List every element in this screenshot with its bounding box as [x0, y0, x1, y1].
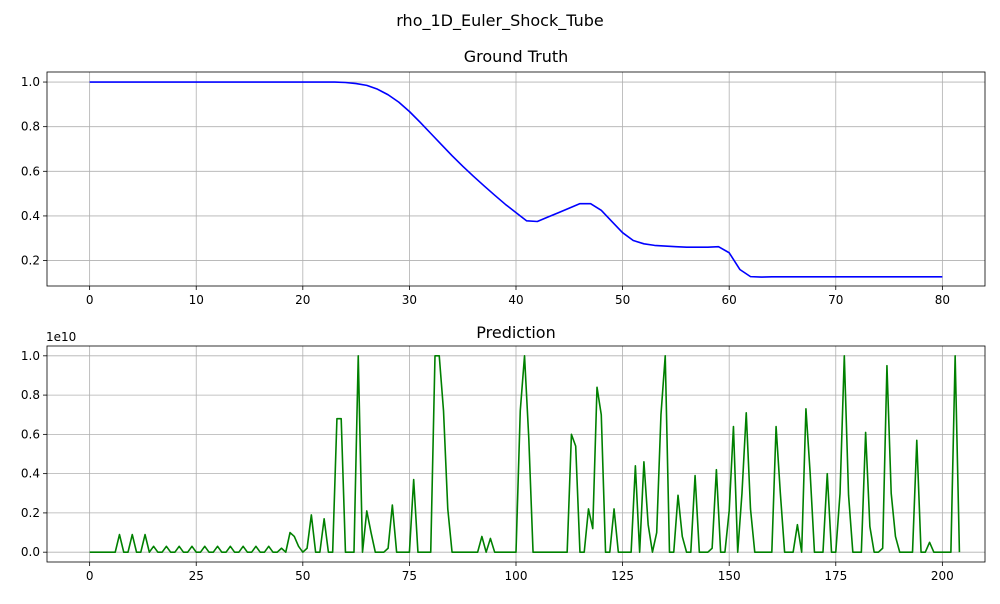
ground-truth-x-tick-label: 10: [189, 293, 204, 307]
prediction-x-tick-label: 150: [718, 569, 741, 583]
prediction-y-tick-label: 0.2: [21, 506, 40, 520]
prediction-y-tick-label: 0.4: [21, 467, 40, 481]
ground-truth-y-tick-label: 0.4: [21, 209, 40, 223]
prediction-series-line: [89, 355, 961, 553]
prediction-y-tick-label: 0.8: [21, 388, 40, 402]
ground-truth-x-tick-label: 40: [508, 293, 523, 307]
prediction-x-tick-label: 175: [824, 569, 847, 583]
ground-truth-series: [89, 81, 943, 278]
ground-truth-title: Ground Truth: [464, 47, 569, 66]
ground-truth-frame: [46, 71, 986, 287]
prediction-x-tick-label: 50: [295, 569, 310, 583]
prediction-x-tick-label: 75: [402, 569, 417, 583]
ground-truth-y-tick-label: 0.6: [21, 164, 40, 178]
prediction-x-tick-label: 100: [505, 569, 528, 583]
prediction-title: Prediction: [476, 323, 555, 342]
ground-truth-y-tick-label: 0.8: [21, 120, 40, 134]
ground-truth-y-tick-label: 1.0: [21, 75, 40, 89]
prediction-x-tick-label: 25: [189, 569, 204, 583]
ground-truth-x-tick-label: 0: [86, 293, 94, 307]
prediction-ticks: 0 25 50 75 100 125 150 175 200 0.0 0.2 0.4 0.6 0.8 1.0: [21, 349, 954, 583]
prediction-x-tick-label: 0: [86, 569, 94, 583]
prediction-axes: Prediction 1e10 0 25 50 75 100 125 150 175 200 0.…: [21, 323, 986, 583]
prediction-y-tick-label: 1.0: [21, 349, 40, 363]
prediction-x-tick-label: 125: [611, 569, 634, 583]
ground-truth-x-tick-label: 60: [722, 293, 737, 307]
prediction-series: [89, 355, 961, 553]
prediction-x-tick-label: 200: [931, 569, 954, 583]
ground-truth-x-tick-label: 20: [295, 293, 310, 307]
ground-truth-series-line: [89, 81, 943, 278]
ground-truth-x-tick-label: 50: [615, 293, 630, 307]
ground-truth-ticks: 0 10 20 30 40 50 60 70 80 0.2 0.4 0.6 0.8 1.0: [21, 75, 950, 307]
prediction-y-offset-label: 1e10: [46, 330, 76, 344]
ground-truth-grid: [47, 72, 985, 286]
ground-truth-x-tick-label: 30: [402, 293, 417, 307]
figure-suptitle: rho_1D_Euler_Shock_Tube: [396, 11, 603, 31]
prediction-y-tick-label: 0.6: [21, 427, 40, 441]
prediction-frame: [46, 345, 986, 563]
ground-truth-x-tick-label: 80: [935, 293, 950, 307]
prediction-y-tick-label: 0.0: [21, 545, 40, 559]
ground-truth-y-tick-label: 0.2: [21, 254, 40, 268]
ground-truth-x-tick-label: 70: [828, 293, 843, 307]
ground-truth-axes: Ground Truth 0 10 20 30 40 50 60 70 800.20.40.60…: [21, 47, 986, 307]
